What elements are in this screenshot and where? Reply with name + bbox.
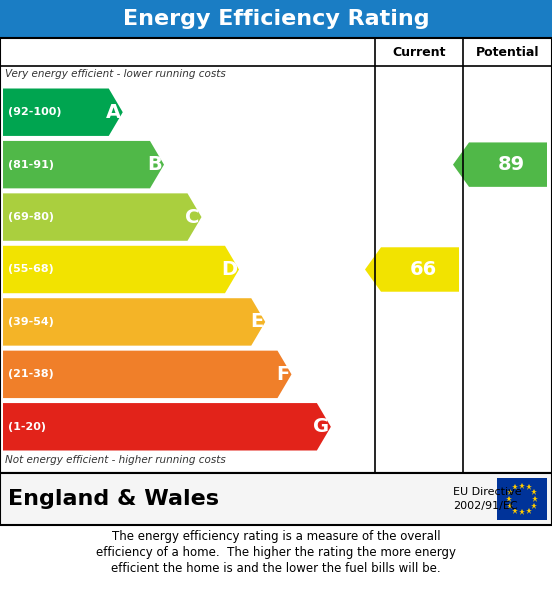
- Text: B: B: [147, 155, 162, 174]
- Text: efficient the home is and the lower the fuel bills will be.: efficient the home is and the lower the …: [111, 562, 441, 575]
- Text: 66: 66: [410, 260, 437, 279]
- Bar: [0, 38, 552, 473]
- Text: England & Wales: England & Wales: [8, 489, 219, 509]
- Text: (69-80): (69-80): [8, 212, 54, 222]
- Text: efficiency of a home.  The higher the rating the more energy: efficiency of a home. The higher the rat…: [96, 546, 456, 559]
- Polygon shape: [453, 142, 547, 187]
- Text: F: F: [276, 365, 289, 384]
- Text: C: C: [185, 208, 199, 227]
- Polygon shape: [3, 141, 164, 188]
- Text: EU Directive
2002/91/EC: EU Directive 2002/91/EC: [453, 487, 522, 511]
- Polygon shape: [3, 351, 291, 398]
- Polygon shape: [3, 88, 123, 136]
- Polygon shape: [3, 403, 331, 451]
- Text: Not energy efficient - higher running costs: Not energy efficient - higher running co…: [5, 455, 226, 465]
- Text: (21-38): (21-38): [8, 370, 54, 379]
- Text: G: G: [313, 417, 329, 436]
- Polygon shape: [3, 246, 239, 293]
- Text: (81-91): (81-91): [8, 159, 54, 170]
- Polygon shape: [3, 193, 201, 241]
- Polygon shape: [3, 298, 266, 346]
- Text: (1-20): (1-20): [8, 422, 46, 432]
- Text: (55-68): (55-68): [8, 264, 54, 275]
- Bar: [497, 478, 547, 520]
- Text: Very energy efficient - lower running costs: Very energy efficient - lower running co…: [5, 69, 226, 79]
- Text: Potential: Potential: [476, 45, 539, 58]
- Text: E: E: [250, 313, 263, 332]
- Bar: [0, 473, 552, 525]
- Text: The energy efficiency rating is a measure of the overall: The energy efficiency rating is a measur…: [112, 530, 440, 543]
- Polygon shape: [365, 247, 459, 292]
- Text: (39-54): (39-54): [8, 317, 54, 327]
- Text: (92-100): (92-100): [8, 107, 61, 117]
- Text: 89: 89: [497, 155, 524, 174]
- Text: Energy Efficiency Rating: Energy Efficiency Rating: [123, 9, 429, 29]
- Text: D: D: [221, 260, 237, 279]
- Text: A: A: [105, 103, 121, 122]
- Text: Current: Current: [392, 45, 446, 58]
- Bar: [0, 0, 552, 38]
